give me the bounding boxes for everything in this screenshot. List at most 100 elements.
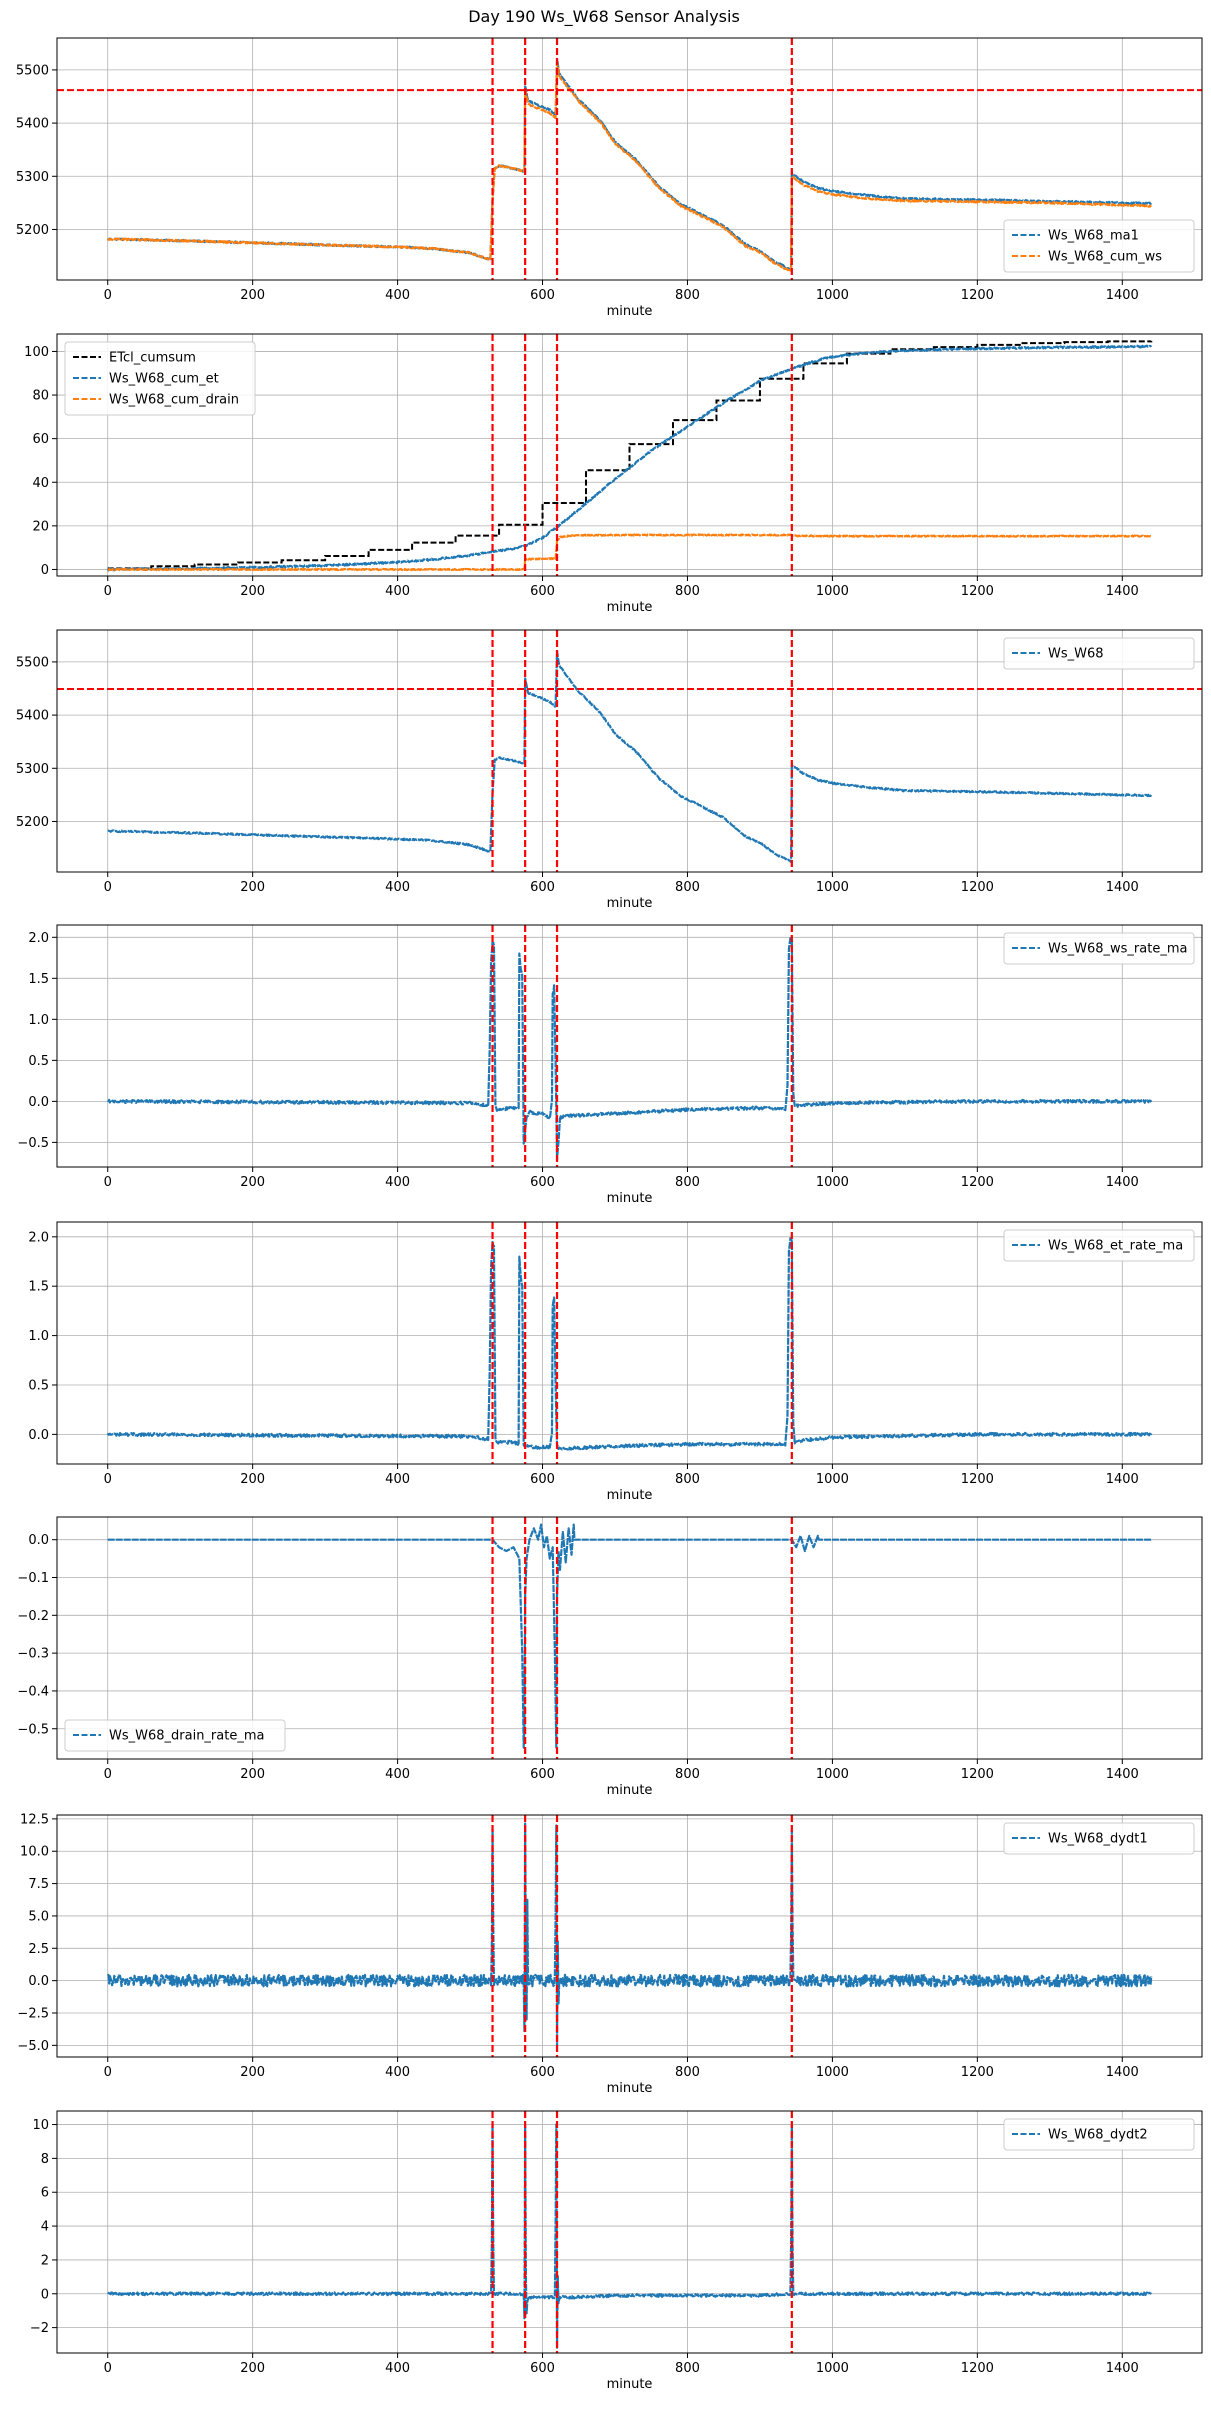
legend: Ws_W68_dydt2 <box>1003 2118 1195 2151</box>
x-tick-label: 1000 <box>816 880 849 895</box>
y-tick-label: 1.0 <box>28 1329 49 1344</box>
x-tick-label: 0 <box>104 1175 112 1190</box>
chart-panel-1: 0 200 400 600 800 1000 1200 1400 5200 5300 5400 550… <box>16 37 1203 319</box>
y-tick-label: −0.1 <box>17 1571 49 1586</box>
x-tick-label: 200 <box>240 880 265 895</box>
y-tick-label: 5.0 <box>28 1909 49 1924</box>
x-tick-label: 1000 <box>816 584 849 599</box>
y-tick-label: 80 <box>32 389 49 404</box>
x-tick-label: 1000 <box>816 1175 849 1190</box>
axes-frame <box>56 629 1203 873</box>
x-tick-label: 600 <box>530 2065 555 2080</box>
x-tick-label: 200 <box>240 288 265 303</box>
chart-panel-5: 0 200 400 600 800 1000 1200 1400 0.0 0.5 1.0 1.5 2.0… <box>28 1221 1203 1503</box>
y-tick-label: 0.0 <box>28 1974 49 1989</box>
y-tick-label: 1.0 <box>28 1013 49 1028</box>
x-tick-label: 1400 <box>1106 1472 1139 1487</box>
y-tick-label: 0.5 <box>28 1054 49 1069</box>
x-axis-label: minute <box>607 600 653 615</box>
y-tick-label: 60 <box>32 432 49 447</box>
x-tick-label: 1000 <box>816 288 849 303</box>
x-tick-label: 1200 <box>961 880 994 895</box>
legend-label: Ws_W68_drain_rate_ma <box>109 1729 264 1744</box>
y-tick-label: 2.0 <box>28 931 49 946</box>
legend-box <box>1003 932 1195 965</box>
x-tick-label: 200 <box>240 2361 265 2376</box>
axes-frame <box>56 37 1203 281</box>
x-tick-label: 800 <box>675 584 700 599</box>
y-tick-label: −0.3 <box>17 1647 49 1662</box>
y-tick-label: 100 <box>24 345 49 360</box>
x-tick-label: 1400 <box>1106 880 1139 895</box>
plot-area <box>107 2122 1152 2349</box>
x-tick-label: 800 <box>675 2361 700 2376</box>
series-line-Ws_W68_cum_drain <box>107 533 1152 572</box>
x-tick-label: 600 <box>530 2361 555 2376</box>
y-tick-label: 5500 <box>16 655 49 670</box>
x-tick-label: 1000 <box>816 2361 849 2376</box>
y-tick-label: 12.5 <box>20 1812 49 1827</box>
y-tick-label: 4 <box>41 2220 49 2235</box>
y-tick-label: 2.0 <box>28 1230 49 1245</box>
x-tick-label: 1000 <box>816 1767 849 1782</box>
x-tick-label: 0 <box>104 1767 112 1782</box>
plot-area <box>106 340 1153 572</box>
x-tick-label: 0 <box>104 584 112 599</box>
y-tick-label: −5.0 <box>17 2039 49 2054</box>
x-axis-label: minute <box>607 304 653 319</box>
x-tick-label: 200 <box>240 2065 265 2080</box>
y-tick-label: 40 <box>32 476 49 491</box>
x-axis-label: minute <box>607 1783 653 1798</box>
y-tick-label: 0.5 <box>28 1378 49 1393</box>
y-tick-label: 5400 <box>16 117 49 132</box>
x-tick-label: 400 <box>385 288 410 303</box>
x-tick-label: 200 <box>240 1472 265 1487</box>
y-tick-label: −2.5 <box>17 2007 49 2022</box>
x-tick-label: 0 <box>104 2361 112 2376</box>
plot-area <box>106 937 1153 1161</box>
x-tick-label: 1200 <box>961 2361 994 2376</box>
legend: Ws_W68_et_rate_ma <box>1003 1229 1195 1262</box>
x-tick-label: 400 <box>385 2065 410 2080</box>
plot-area <box>106 58 1153 272</box>
legend: Ws_W68_dydt1 <box>1003 1822 1195 1855</box>
x-tick-label: 1400 <box>1106 2065 1139 2080</box>
axes-frame <box>56 333 1203 577</box>
y-tick-label: 20 <box>32 519 49 534</box>
x-tick-label: 600 <box>530 288 555 303</box>
chart-panel-8: 0 200 400 600 800 1000 1200 1400 −2 0 2 4 6 8 10 minute… <box>30 2110 1203 2392</box>
series-line-Ws_W68_et_rate_ma <box>106 1237 1153 1451</box>
x-tick-label: 0 <box>104 2065 112 2080</box>
y-tick-label: 2.5 <box>28 1942 49 1957</box>
legend-label: Ws_W68_cum_ws <box>1048 250 1162 265</box>
legend-box <box>1003 1822 1195 1855</box>
legend: Ws_W68 <box>1003 637 1195 670</box>
legend-label: Ws_W68_dydt2 <box>1048 2128 1148 2143</box>
x-tick-label: 400 <box>385 1175 410 1190</box>
x-tick-label: 600 <box>530 1472 555 1487</box>
x-tick-label: 800 <box>675 288 700 303</box>
x-tick-label: 600 <box>530 1767 555 1782</box>
legend-box <box>1003 637 1195 670</box>
y-tick-label: 10.0 <box>20 1845 49 1860</box>
series-line-Ws_W68_cum_et <box>106 344 1153 572</box>
x-tick-label: 1200 <box>961 1472 994 1487</box>
legend-label: Ws_W68 <box>1048 647 1104 662</box>
x-tick-label: 1200 <box>961 584 994 599</box>
axes-frame <box>56 1814 1203 2058</box>
chart-panel-7: 0 200 400 600 800 1000 1200 1400 −5.0 −2.5 0.0 2.5 5… <box>17 1812 1203 2096</box>
x-tick-label: 400 <box>385 1767 410 1782</box>
series-line-Ws_W68_drain_rate_ma <box>107 1523 1152 1749</box>
x-axis-label: minute <box>607 1191 653 1206</box>
y-tick-label: 5200 <box>16 223 49 238</box>
legend-box <box>1003 2118 1195 2151</box>
chart-panel-6: 0 200 400 600 800 1000 1200 1400 −0.5 −0.4 −0.3 −0.… <box>17 1516 1203 1798</box>
legend: Ws_W68_ws_rate_ma <box>1003 932 1195 965</box>
plot-area <box>106 1822 1153 2048</box>
x-tick-label: 800 <box>675 2065 700 2080</box>
x-axis-label: minute <box>607 2081 653 2096</box>
series-line-Ws_W68_dydt1 <box>106 1822 1153 2048</box>
legend-box <box>64 341 256 416</box>
x-tick-label: 800 <box>675 1767 700 1782</box>
